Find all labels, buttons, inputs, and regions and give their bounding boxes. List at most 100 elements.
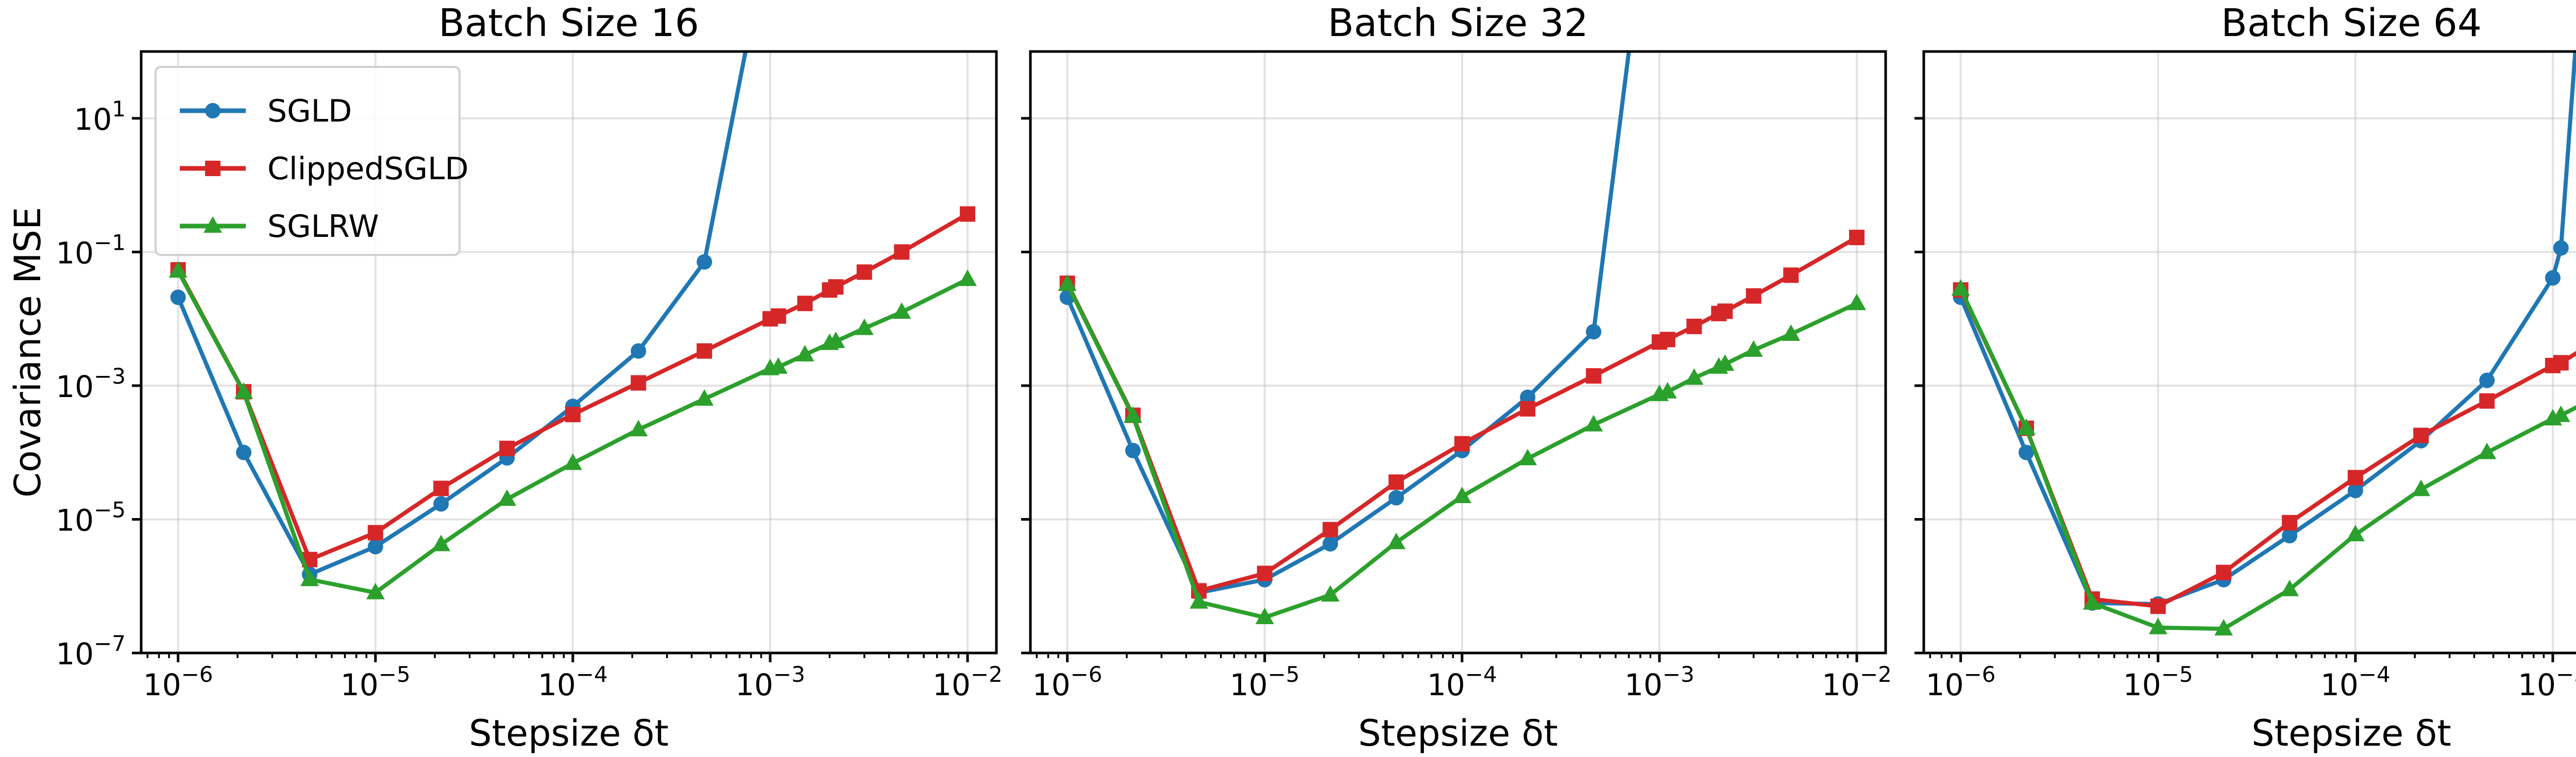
x-tick-label: 10−3 (1624, 662, 1694, 702)
legend-item-clippedsgld: ClippedSGLD (180, 151, 469, 187)
panel-title: Batch Size 16 (438, 1, 699, 45)
triangle-marker (234, 382, 253, 399)
triangle-marker (629, 420, 648, 437)
triangle-marker (2280, 579, 2299, 596)
triangle-marker (432, 535, 451, 552)
x-axis-label: Stepsize δt (1358, 712, 1558, 754)
circle-marker (1586, 324, 1602, 340)
panels-container: Batch Size 16 10−6 10−5 10−4 10−3 10−2 10−7 10−… (56, 1, 2576, 754)
triangle-marker (1190, 592, 1209, 609)
square-marker (2150, 598, 2166, 614)
axis-ticks: 10−610−510−410−310−2 (1914, 117, 2576, 702)
square-marker (894, 244, 910, 260)
triangle-marker (2551, 405, 2570, 422)
circle-marker (2545, 270, 2561, 286)
series-sglrw (1951, 279, 2576, 636)
y-tick-label: 10−5 (56, 497, 126, 538)
legend-item-sgld: SGLD (180, 93, 352, 129)
circle-marker (2553, 240, 2569, 256)
triangle-marker (1387, 532, 1406, 549)
x-tick-label: 10−4 (2320, 662, 2391, 702)
square-marker (1849, 230, 1865, 246)
square-marker (1257, 565, 1273, 581)
square-marker (2479, 393, 2495, 409)
square-marker (797, 296, 813, 312)
plot-area (168, 51, 977, 599)
triangle-marker (855, 318, 874, 335)
triangle-marker (1124, 406, 1143, 423)
triangle-marker (769, 357, 788, 374)
axes-frame (1029, 50, 1887, 655)
triangle-marker (2214, 619, 2233, 636)
triangle-marker (2478, 442, 2497, 459)
triangle-marker (2148, 617, 2167, 634)
y-tick-label: 10−1 (56, 230, 126, 270)
square-marker (2347, 470, 2363, 486)
y-tick-label: 101 (74, 96, 126, 137)
square-marker (1388, 474, 1404, 490)
square-marker (2282, 515, 2298, 531)
series-sgld (1953, 51, 2576, 612)
square-marker (499, 440, 515, 456)
x-tick-label: 10−2 (933, 662, 1003, 702)
square-marker (770, 308, 786, 324)
triangle-marker (1716, 354, 1735, 371)
triangle-marker (1782, 324, 1801, 341)
circle-marker (1125, 442, 1141, 458)
x-tick-label: 10−6 (1032, 662, 1103, 702)
square-marker (856, 264, 872, 280)
x-tick-label: 10−2 (1822, 662, 1892, 702)
triangle-marker (1951, 279, 1970, 296)
circle-marker (631, 343, 647, 359)
y-tick-label: 10−7 (56, 631, 126, 672)
circle-marker (433, 496, 449, 512)
triangle-marker (2083, 593, 2102, 610)
panel-title: Batch Size 32 (1328, 1, 1588, 45)
legend-label: ClippedSGLD (267, 151, 469, 187)
legend-label: SGLRW (267, 209, 379, 245)
triangle-marker (1452, 487, 1471, 504)
square-marker (1783, 267, 1799, 283)
x-axis-label: Stepsize δt (2251, 712, 2451, 754)
circle-marker (2347, 483, 2363, 498)
square-marker (2413, 427, 2429, 443)
triangle-marker (168, 261, 188, 278)
axes-frame (1922, 50, 2576, 655)
panel-batch-32: Batch Size 32 10−6 10−5 10−4 10−3 10−2 Stepsiz… (1021, 1, 1892, 754)
axis-ticks: 10−6 10−5 10−4 10−3 10−2 10−7 10−5 10−3 10−1 101 (56, 96, 1003, 702)
x-tick-label: 10−4 (1427, 662, 1497, 702)
square-marker (367, 525, 383, 541)
triangle-marker (1658, 382, 1677, 399)
square-marker (1586, 368, 1602, 384)
circle-marker (236, 444, 252, 460)
triangle-marker (1685, 368, 1704, 385)
legend: SGLD ClippedSGLD SGLRW (155, 66, 469, 256)
square-marker (2216, 564, 2232, 580)
plot-area (1951, 51, 2576, 636)
square-marker (828, 279, 844, 295)
square-marker (433, 480, 449, 496)
x-tick-label: 10−4 (538, 662, 608, 702)
series-sglrw (168, 261, 977, 599)
circle-marker-icon (205, 103, 221, 118)
triangle-marker (2017, 418, 2036, 435)
square-marker (2553, 355, 2569, 371)
axis-ticks: 10−6 10−5 10−4 10−3 10−2 (1021, 117, 1892, 702)
x-tick-label: 10−5 (1230, 662, 1300, 702)
x-tick-label: 10−3 (735, 662, 805, 702)
square-marker (1686, 318, 1702, 334)
square-marker (1745, 288, 1761, 304)
triangle-marker (2346, 525, 2365, 542)
x-tick-label: 10−5 (341, 662, 411, 702)
panel-batch-64: Batch Size 6410−610−510−410−310−2Stepsiz… (1914, 1, 2576, 754)
series-sglrw (1058, 274, 1867, 625)
triangle-marker (1058, 274, 1077, 291)
triangle-marker (1848, 294, 1867, 311)
triangle-marker (1255, 608, 1274, 625)
circle-marker (2479, 372, 2495, 388)
y-axis-label: Covariance MSE (7, 207, 49, 497)
triangle-marker (892, 302, 911, 319)
square-marker (1717, 303, 1733, 319)
triangle-marker (695, 389, 714, 406)
plot-area (1058, 51, 1867, 625)
